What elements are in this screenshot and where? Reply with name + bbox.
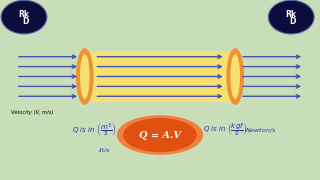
Text: Velocity (V, m/s): Velocity (V, m/s) xyxy=(11,110,53,115)
Ellipse shape xyxy=(1,0,47,34)
Text: Q = A.V: Q = A.V xyxy=(139,130,181,140)
Text: D: D xyxy=(22,17,29,26)
Text: lit/s: lit/s xyxy=(99,148,110,153)
Ellipse shape xyxy=(230,54,240,99)
Text: $Q$ is in $\left(\dfrac{kgf}{s}\right)$: $Q$ is in $\left(\dfrac{kgf}{s}\right)$ xyxy=(203,122,248,138)
Ellipse shape xyxy=(268,0,314,34)
Text: Rk: Rk xyxy=(19,10,29,19)
Text: $.$ Newton/s: $.$ Newton/s xyxy=(240,126,276,134)
Ellipse shape xyxy=(227,48,244,105)
Ellipse shape xyxy=(76,48,94,105)
Ellipse shape xyxy=(117,115,203,155)
Text: Rk: Rk xyxy=(286,10,297,19)
Ellipse shape xyxy=(80,54,90,99)
Ellipse shape xyxy=(123,118,197,152)
Text: $Q$ is in $\left(\dfrac{m^3}{s}\right)$: $Q$ is in $\left(\dfrac{m^3}{s}\right)$ xyxy=(72,121,117,138)
Bar xyxy=(91,51,229,102)
Text: D: D xyxy=(290,17,296,26)
